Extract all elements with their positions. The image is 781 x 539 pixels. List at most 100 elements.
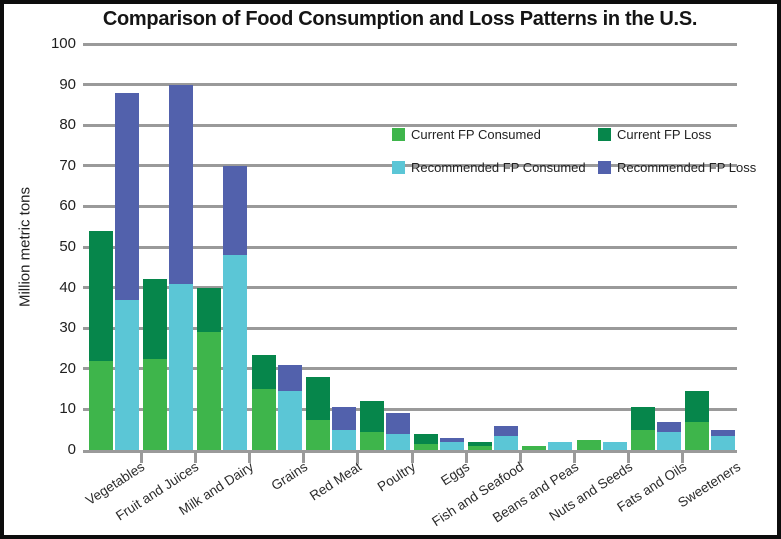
y-tick-label-50: 50 [59,238,76,255]
y-tick-label-30: 30 [59,319,76,337]
legend-swatch-current-fp-consumed [392,128,405,141]
x-axis-tick-7 [464,453,468,463]
bar-beans-and-peas-recommended [548,441,573,450]
bar-segment-recommended-fp-consumed [277,391,302,450]
bar-segment-current-fp-consumed [143,358,168,450]
bar-milk-and-dairy-recommended [223,165,248,450]
gridline-100 [83,42,737,46]
legend-item-current-fp-consumed: Current FP Consumed [392,127,541,142]
legend-swatch-recommended-fp-consumed [392,161,405,174]
bar-segment-recommended-fp-consumed [331,429,356,450]
x-axis-tick-6 [410,453,414,463]
bar-segment-recommended-fp-consumed [385,433,410,450]
bar-segment-current-fp-loss [305,376,330,420]
bar-vegetables-recommended [115,92,140,450]
x-axis-tick-8 [518,453,522,463]
x-axis-tick-9 [573,453,576,463]
bar-poultry-recommended [385,413,410,450]
gridline-70 [83,164,737,168]
bar-segment-current-fp-consumed [251,389,276,450]
chart-title: Comparison of Food Consumption and Loss … [102,8,698,30]
bar-segment-current-fp-consumed [684,421,709,450]
bar-segment-current-fp-consumed [305,419,330,450]
legend-swatch-current-fp-loss [598,128,611,141]
bar-segment-recommended-fp-loss [331,407,356,430]
gridline-90 [83,83,737,87]
bar-segment-recommended-fp-consumed [602,441,627,450]
bar-segment-current-fp-loss [630,407,655,430]
bar-segment-recommended-fp-loss [223,165,248,256]
bar-segment-current-fp-consumed [576,440,601,450]
bar-segment-current-fp-loss [143,279,168,359]
bar-segment-current-fp-loss [684,391,709,422]
bar-fruit-and-juices-current [143,279,168,450]
legend-label-recommended-fp-loss: Recommended FP Loss [617,160,757,175]
bar-grains-recommended [277,364,302,450]
bar-nuts-and-seeds-recommended [602,441,627,450]
bar-segment-recommended-fp-consumed [169,283,194,450]
gridline-20 [83,367,737,371]
bar-segment-current-fp-consumed [522,445,547,450]
bar-segment-recommended-fp-loss [656,421,681,432]
bar-segment-current-fp-consumed [197,332,222,450]
bar-fish-and-seafood-recommended [494,425,519,450]
legend-swatch-recommended-fp-loss [598,161,611,174]
bar-segment-current-fp-consumed [468,445,493,450]
x-category-label-vegetables: Vegetables [83,459,148,508]
gridline-30 [83,326,737,330]
gridline-40 [83,286,737,290]
bar-poultry-current [359,401,384,450]
bar-segment-current-fp-consumed [359,431,384,450]
bar-segment-recommended-fp-consumed [115,299,140,450]
bar-segment-recommended-fp-consumed [656,431,681,450]
bar-vegetables-current [89,230,114,450]
bar-nuts-and-seeds-current [576,440,601,450]
bar-sweeteners-recommended [710,429,735,450]
bar-grains-current [251,354,276,450]
bar-segment-recommended-fp-consumed [440,441,465,450]
bar-segment-recommended-fp-loss [169,84,194,284]
bar-segment-current-fp-loss [414,433,439,444]
legend-label-current-fp-consumed: Current FP Consumed [411,127,541,142]
bar-segment-recommended-fp-loss [710,429,735,436]
legend-item-recommended-fp-loss: Recommended FP Loss [598,160,756,175]
bar-sweeteners-current [684,391,709,450]
bar-milk-and-dairy-current [197,287,222,450]
bar-eggs-current [414,433,439,450]
gridline-10 [83,407,737,411]
x-axis-tick-10 [627,453,631,463]
x-axis-tick-1 [139,453,143,463]
bar-fats-and-oils-recommended [656,421,681,450]
bar-fish-and-seafood-current [468,441,493,450]
y-tick-label-60: 60 [59,197,76,215]
legend-label-recommended-fp-consumed: Recommended FP Consumed [411,160,586,175]
bar-red-meat-current [305,376,330,450]
x-axis-tick-3 [248,453,251,463]
bar-segment-recommended-fp-consumed [710,435,735,450]
gridline-80 [83,123,737,127]
x-axis-tick-2 [193,453,197,463]
bar-segment-recommended-fp-loss [115,92,140,300]
bar-fats-and-oils-current [630,407,655,450]
legend-item-recommended-fp-consumed: Recommended FP Consumed [392,160,586,175]
bar-eggs-recommended [440,437,465,450]
bar-segment-current-fp-consumed [630,429,655,450]
y-tick-label-0: 0 [67,441,76,458]
bar-segment-current-fp-loss [359,401,384,432]
legend-label-current-fp-loss: Current FP Loss [617,127,712,142]
y-axis-title: Million metric tons [16,186,34,308]
y-tick-label-90: 90 [59,75,76,93]
bar-red-meat-recommended [331,407,356,450]
legend-item-current-fp-loss: Current FP Loss [598,127,711,142]
y-tick-label-70: 70 [59,156,76,174]
y-tick-label-40: 40 [59,278,76,296]
bar-segment-recommended-fp-loss [277,364,302,392]
bar-segment-current-fp-consumed [89,360,114,450]
y-tick-label-100: 100 [50,35,76,52]
x-axis-line [83,450,737,453]
gridline-50 [83,245,737,249]
bar-segment-current-fp-loss [89,230,114,361]
bar-segment-current-fp-loss [251,354,276,390]
bar-segment-current-fp-loss [197,287,222,333]
